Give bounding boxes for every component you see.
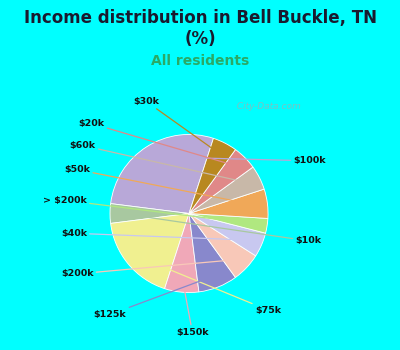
Wedge shape (111, 214, 189, 289)
Wedge shape (189, 138, 236, 214)
Text: All residents: All residents (151, 54, 249, 68)
Text: > $200k: > $200k (43, 196, 253, 224)
Text: $30k: $30k (133, 97, 217, 152)
Text: $60k: $60k (70, 141, 246, 182)
Text: $50k: $50k (64, 165, 253, 204)
Text: $100k: $100k (156, 156, 326, 165)
Text: $150k: $150k (176, 283, 209, 337)
Text: Income distribution in Bell Buckle, TN
(%): Income distribution in Bell Buckle, TN (… (24, 9, 376, 48)
Wedge shape (189, 167, 264, 214)
Wedge shape (189, 214, 266, 256)
Wedge shape (189, 214, 256, 278)
Text: $75k: $75k (140, 257, 281, 315)
Wedge shape (189, 214, 268, 233)
Wedge shape (111, 134, 214, 214)
Wedge shape (189, 189, 268, 218)
Text: $40k: $40k (61, 229, 248, 240)
Wedge shape (110, 204, 189, 223)
Text: $200k: $200k (61, 260, 235, 278)
Wedge shape (165, 214, 199, 293)
Text: $10k: $10k (125, 214, 322, 245)
Text: City-Data.com: City-Data.com (231, 102, 301, 111)
Text: $125k: $125k (94, 277, 211, 319)
Wedge shape (189, 214, 236, 292)
Wedge shape (189, 149, 253, 214)
Text: $20k: $20k (78, 119, 234, 165)
